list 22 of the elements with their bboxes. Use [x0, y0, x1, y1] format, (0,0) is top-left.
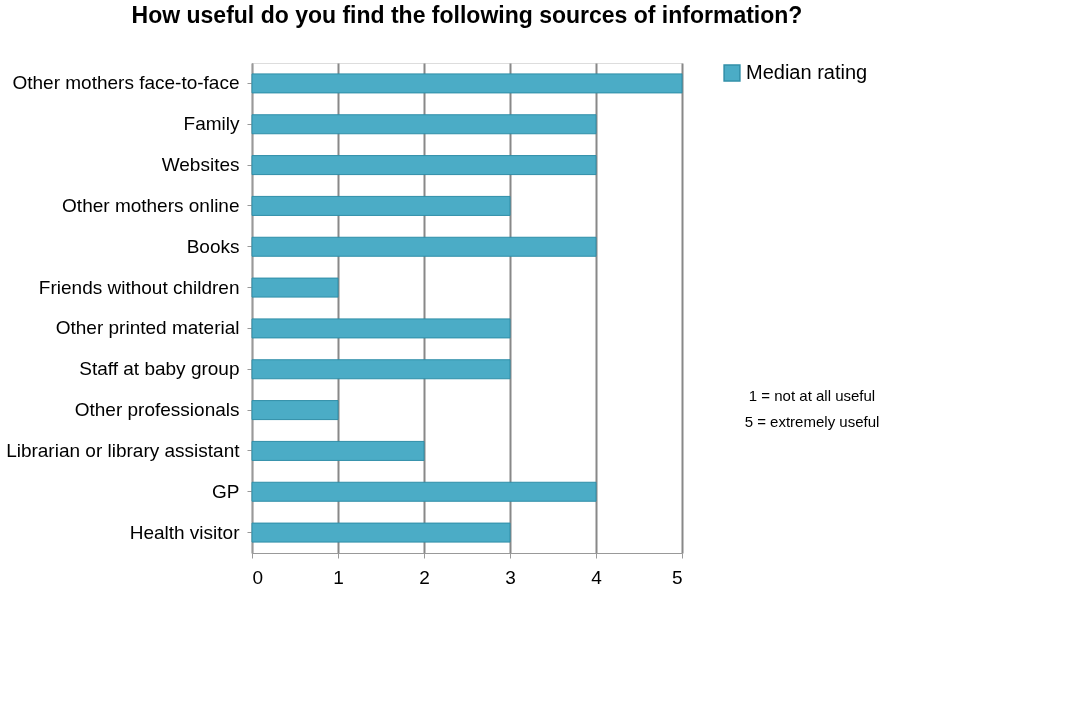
x-tick-label: 4 — [591, 566, 603, 588]
chart-title: How useful do you find the following sources of information? — [131, 2, 803, 28]
text: 1 = not at all useful — [748, 387, 876, 405]
y-tick-label: GP — [212, 480, 240, 502]
x-tick-label: 0 — [252, 566, 264, 588]
y-tick-label: Family — [183, 113, 240, 135]
y-tick-label: Other professionals — [74, 399, 240, 421]
y-tick-label: Librarian or library assistant — [6, 439, 241, 461]
y-tick-label: Other printed material — [55, 317, 240, 339]
y-tick-label: Websites — [161, 154, 240, 176]
y-tick-label: Friends without children — [38, 276, 240, 298]
y-tick-label: Staff at baby group — [79, 358, 240, 380]
legend-label: Median rating — [746, 61, 868, 83]
x-tick-label: 1 — [333, 566, 344, 588]
y-tick-label: Books — [186, 235, 240, 257]
y-tick-label: Other mothers online — [62, 194, 240, 216]
x-tick-label: 5 — [671, 566, 683, 588]
text: 5 = extremely useful — [744, 413, 880, 431]
x-tick-label: 3 — [505, 566, 516, 588]
x-tick-label: 2 — [419, 566, 430, 588]
y-tick-label: Other mothers face-to-face — [12, 72, 240, 94]
y-tick-label: Health visitor — [129, 521, 241, 543]
